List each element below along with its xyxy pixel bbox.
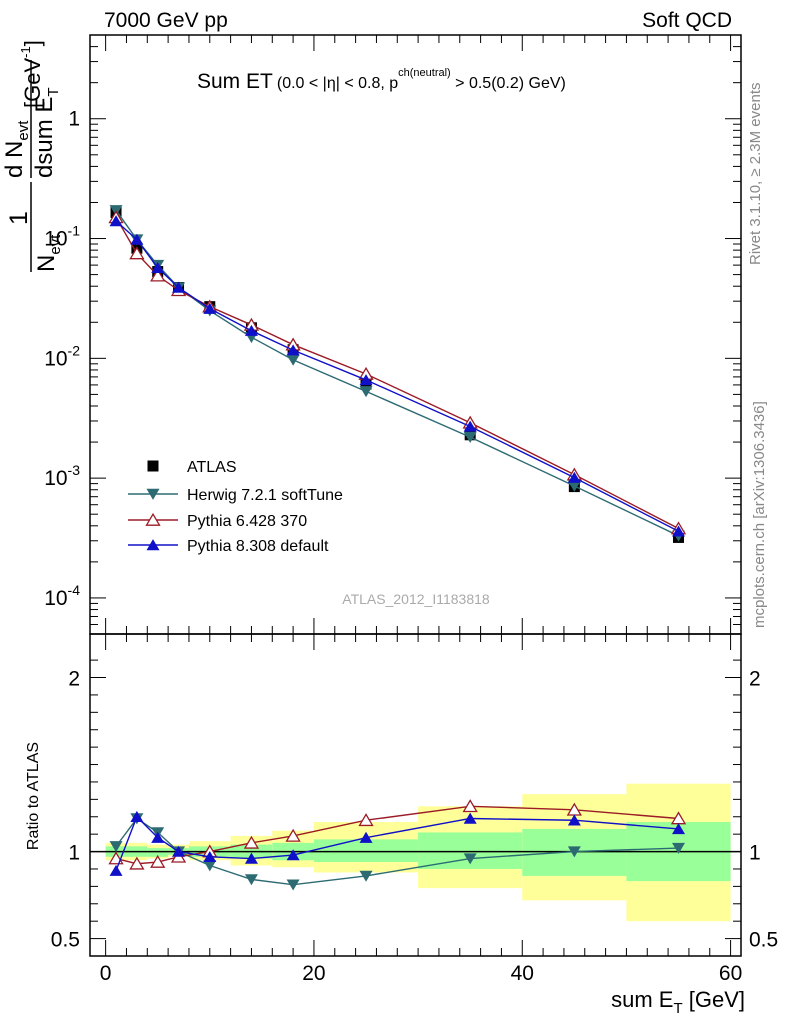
ratio-point-pythia8 xyxy=(672,823,686,835)
main-point-pythia8 xyxy=(109,215,123,227)
legend-label-pythia6: Pythia 6.428 370 xyxy=(187,513,307,530)
ratio-y-tick-label-right: 0.5 xyxy=(749,929,778,952)
ratio-point-pythia8 xyxy=(203,850,217,862)
ratio-point-pythia6 xyxy=(243,835,260,849)
ratio-y-axis-label: Ratio to ATLAS xyxy=(25,742,42,850)
main-point-pythia6 xyxy=(129,246,145,260)
main-point-pythia8 xyxy=(203,302,217,314)
legend-marker-pythia8 xyxy=(146,539,160,551)
ratio-point-pythia6 xyxy=(358,813,374,827)
band-inner xyxy=(147,848,169,857)
mcplots-reference-label: mcplots.cern.ch [arXiv:1306.3436] xyxy=(751,401,768,628)
ratio-point-herwig xyxy=(203,860,217,872)
main-point-pythia8 xyxy=(286,344,300,356)
ratio-point-pythia6 xyxy=(462,799,478,813)
analysis-id-label: ATLAS_2012_I1183818 xyxy=(342,591,490,607)
ratio-point-pythia8 xyxy=(151,831,165,843)
x-tick-label: 20 xyxy=(302,962,325,985)
ratio-point-pythia8 xyxy=(244,852,258,864)
main-point-herwig xyxy=(286,354,300,366)
main-y-tick-label: 1 xyxy=(68,108,80,131)
ratio-point-herwig xyxy=(463,853,477,865)
plot-title-detail-sup: ch(neutral) xyxy=(398,67,451,79)
plot-title-detail-prefix: (0.0 < |η| < 0.8, p xyxy=(277,75,398,92)
ratio-point-pythia6 xyxy=(285,828,301,842)
ratio-point-pythia8 xyxy=(130,810,144,822)
ratio-uncertainty-bands xyxy=(105,783,731,922)
ratio-point-pythia8 xyxy=(463,812,477,824)
rivet-version-label: Rivet 3.1.10, ≥ 2.3M events xyxy=(747,83,764,266)
ratio-point-herwig xyxy=(359,870,373,882)
legend: ATLAS Herwig 7.2.1 softTune Pythia 6.428 3… xyxy=(128,459,343,555)
y-label-unit: [GeV-1] xyxy=(18,40,45,108)
ratio-y-tick-label: 1 xyxy=(68,842,80,865)
band-inner xyxy=(313,839,419,863)
main-y-axis-label: 1 Nevt d Nevt dsum ET [GeV-1] xyxy=(1,40,64,272)
legend-label-pythia8: Pythia 8.308 default xyxy=(187,538,329,555)
ratio-point-pythia6 xyxy=(150,854,166,868)
plot-title-main: Sum ET xyxy=(197,70,273,93)
header-energy: 7000 GeV pp xyxy=(104,9,228,32)
ratio-y-tick-label-right: 1 xyxy=(749,842,761,865)
x-axis-label: sum ET [GeV] xyxy=(611,987,745,1017)
y-label-dsum: dsum ET xyxy=(31,87,62,178)
main-y-tick-label: 10-3 xyxy=(44,462,80,490)
ratio-y-tick-label: 2 xyxy=(68,668,80,691)
x-tick-label: 40 xyxy=(511,962,534,985)
ratio-panel: 0 20 40 60 0.5 0.5 1 1 2 2 xyxy=(51,633,778,985)
x-tick-label: 60 xyxy=(719,962,742,985)
main-point-pythia8 xyxy=(151,261,165,273)
legend-marker-data xyxy=(147,460,159,472)
ratio-y-tick-label-right: 2 xyxy=(749,668,761,691)
ratio-point-herwig xyxy=(672,842,686,854)
plot-title-detail-suffix: > 0.5(0.2) GeV) xyxy=(451,75,566,92)
legend-label-data: ATLAS xyxy=(187,459,237,476)
main-point-herwig xyxy=(359,386,373,398)
ratio-point-pythia8 xyxy=(172,845,186,857)
main-point-pythia8 xyxy=(244,324,258,336)
main-point-herwig xyxy=(567,480,581,492)
legend-marker-herwig xyxy=(146,488,160,500)
ratio-y-tick-label: 0.5 xyxy=(51,929,80,952)
ratio-point-herwig xyxy=(286,879,300,891)
plot-title: Sum ET (0.0 < |η| < 0.8, pch(neutral) > 0… xyxy=(197,67,566,93)
main-point-pythia8 xyxy=(672,525,686,537)
main-point-pythia8 xyxy=(172,281,186,293)
main-point-pythia8 xyxy=(567,471,581,483)
ratio-point-pythia8 xyxy=(109,864,123,876)
main-point-pythia6 xyxy=(150,268,166,282)
y-label-numerator-one: 1 xyxy=(5,211,33,225)
main-point-pythia8 xyxy=(130,233,144,245)
main-point-pythia8 xyxy=(359,374,373,386)
ratio-point-herwig xyxy=(567,846,581,858)
header-category: Soft QCD xyxy=(642,9,732,32)
ratio-frame xyxy=(89,633,742,957)
legend-marker-pythia6 xyxy=(145,512,161,526)
x-tick-label: 0 xyxy=(100,962,112,985)
main-point-pythia8 xyxy=(463,420,477,432)
ratio-point-pythia8 xyxy=(567,814,581,826)
ratio-point-herwig xyxy=(244,874,258,886)
main-line-pythia6 xyxy=(115,217,679,530)
ratio-point-herwig xyxy=(109,841,123,853)
main-y-tick-label: 10-4 xyxy=(44,582,80,610)
ratio-point-pythia6 xyxy=(129,856,145,870)
main-point-herwig xyxy=(463,431,477,443)
ratio-point-pythia8 xyxy=(359,831,373,843)
ratio-point-pythia8 xyxy=(286,849,300,861)
legend-label-herwig: Herwig 7.2.1 softTune xyxy=(187,487,343,504)
main-panel: 10-4 10-3 10-2 10-1 1 xyxy=(44,34,742,635)
main-y-tick-label: 10-2 xyxy=(44,342,80,370)
y-label-denominator: Nevt xyxy=(33,234,64,272)
main-y-tick-label: 10-1 xyxy=(44,223,80,251)
y-label-dn: d Nevt xyxy=(1,120,32,178)
